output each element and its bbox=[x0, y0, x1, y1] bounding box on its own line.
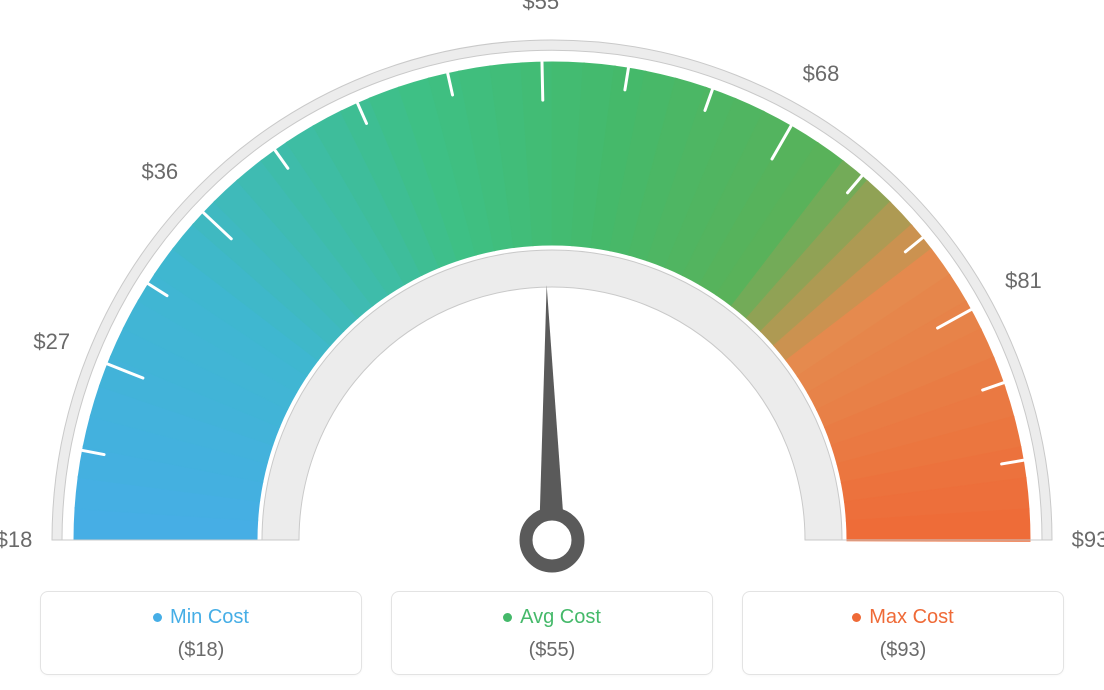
gauge-svg bbox=[0, 0, 1104, 575]
legend-value-max: ($93) bbox=[743, 639, 1063, 662]
legend-card-max: Max Cost ($93) bbox=[742, 591, 1064, 675]
cost-gauge: $18 $27 $36 $55 $68 $81 $93 bbox=[0, 0, 1104, 575]
gauge-tick-label: $36 bbox=[141, 159, 178, 185]
gauge-tick-label: $27 bbox=[33, 329, 70, 355]
gauge-tick-label: $81 bbox=[1005, 268, 1042, 294]
legend-card-avg: Avg Cost ($55) bbox=[391, 591, 713, 675]
legend-dot-min bbox=[153, 613, 162, 622]
gauge-tick-label: $68 bbox=[803, 61, 840, 87]
legend-title-max: Max Cost bbox=[869, 606, 953, 629]
legend-card-min: Min Cost ($18) bbox=[40, 591, 362, 675]
legend-title-avg: Avg Cost bbox=[520, 606, 601, 629]
legend-title-min: Min Cost bbox=[170, 606, 249, 629]
gauge-tick-label: $55 bbox=[522, 0, 559, 15]
legend-value-min: ($18) bbox=[41, 639, 361, 662]
legend-value-avg: ($55) bbox=[392, 639, 712, 662]
legend-dot-max bbox=[852, 613, 861, 622]
legend-row: Min Cost ($18) Avg Cost ($55) Max Cost (… bbox=[0, 591, 1104, 675]
legend-dot-avg bbox=[503, 613, 512, 622]
gauge-tick-label: $18 bbox=[0, 527, 32, 553]
gauge-tick-label: $93 bbox=[1072, 527, 1104, 553]
